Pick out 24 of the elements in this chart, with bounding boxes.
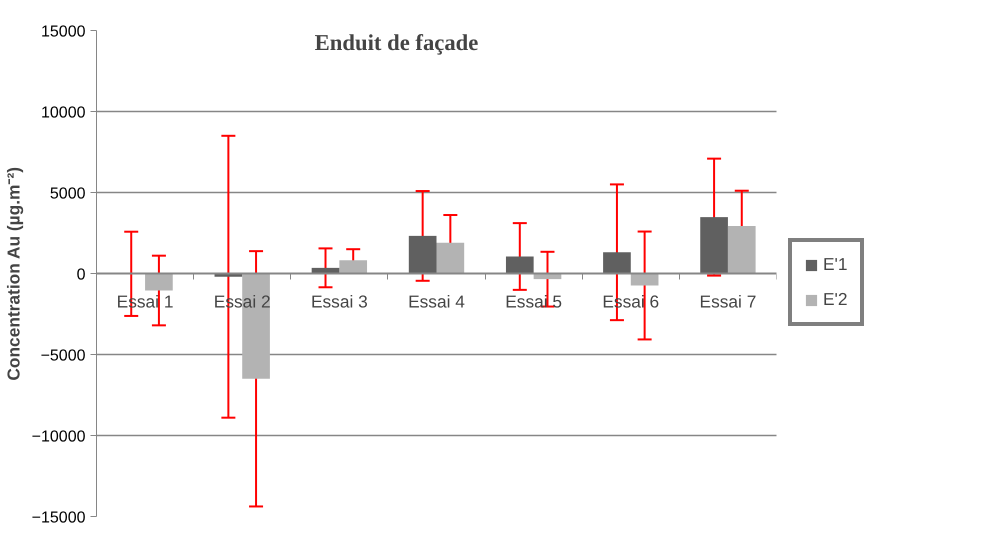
x-tick-label: Essai 3 (310, 292, 368, 312)
x-tick-label: Essai 5 (505, 292, 562, 312)
y-tick-label: 15000 (41, 24, 86, 40)
y-axis-title: Concentration Au (µg.m⁻²) (4, 166, 24, 381)
legend-label: E'1 (823, 254, 848, 275)
y-tick-label: 0 (76, 266, 86, 284)
y-tick-label: 10000 (41, 104, 86, 122)
bar (630, 274, 658, 286)
legend-label: E'2 (823, 289, 848, 310)
y-tick-label: −5000 (40, 348, 86, 364)
bar (408, 236, 436, 274)
bar (145, 274, 173, 291)
y-tick-label: −15000 (32, 510, 86, 526)
bar (339, 260, 368, 274)
bar (506, 256, 534, 274)
y-tick-label: −10000 (32, 428, 86, 446)
x-tick-label: Essai 4 (408, 292, 466, 312)
x-tick-label: Essai 7 (700, 292, 756, 312)
bar (603, 252, 631, 274)
bar (700, 217, 728, 274)
bar (728, 226, 756, 274)
chart-title: Enduit de façade (314, 30, 478, 55)
bar (436, 242, 464, 274)
y-tick-label: 5000 (50, 186, 86, 202)
